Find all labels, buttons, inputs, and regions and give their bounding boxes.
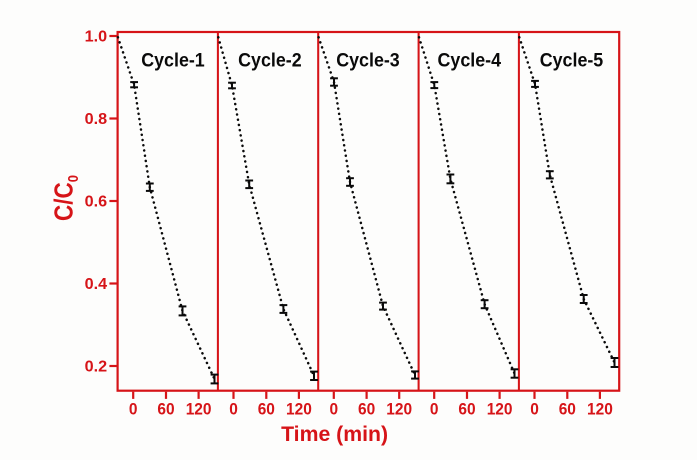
svg-text:60: 60 [358,400,375,419]
svg-text:0: 0 [330,400,339,419]
svg-text:Cycle-2: Cycle-2 [238,51,302,72]
svg-text:0: 0 [229,400,238,419]
svg-text:1.0: 1.0 [85,28,108,45]
svg-text:120: 120 [487,400,513,419]
svg-text:Cycle-1: Cycle-1 [141,51,205,72]
svg-text:Time (min): Time (min) [281,423,388,446]
svg-text:Cycle-5: Cycle-5 [540,51,604,72]
svg-text:0: 0 [129,400,138,419]
svg-text:120: 120 [386,400,412,419]
svg-text:120: 120 [186,400,212,419]
svg-text:C/C0: C/C0 [49,175,83,221]
svg-text:60: 60 [458,400,475,419]
svg-text:0: 0 [530,400,539,419]
svg-text:0.2: 0.2 [85,358,108,375]
svg-text:Cycle-4: Cycle-4 [438,51,502,72]
svg-text:60: 60 [157,400,174,419]
svg-text:Cycle-3: Cycle-3 [336,51,400,72]
svg-text:60: 60 [559,400,576,419]
svg-text:0.6: 0.6 [85,193,108,210]
svg-text:120: 120 [286,400,312,419]
svg-text:0.8: 0.8 [85,111,108,128]
svg-text:60: 60 [258,400,275,419]
svg-text:120: 120 [587,400,613,419]
svg-text:0.4: 0.4 [85,276,108,293]
svg-text:0: 0 [430,400,439,419]
